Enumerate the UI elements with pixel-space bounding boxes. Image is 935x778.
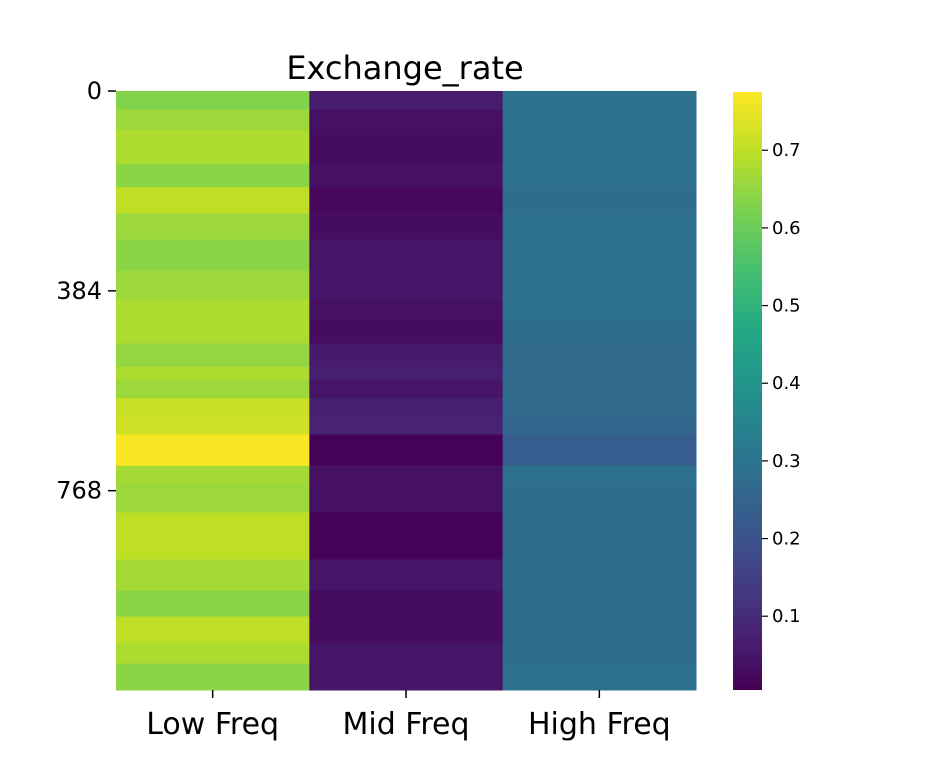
- heatmap-cell: [309, 379, 504, 399]
- colorbar-tick-label: 0.1: [772, 606, 801, 627]
- heatmap-cell: [116, 379, 310, 399]
- heatmap-cell: [502, 590, 697, 618]
- heatmap-cell: [309, 163, 504, 188]
- heatmap-cell: [116, 239, 310, 272]
- heatmap-cell: [309, 299, 504, 321]
- heatmap-cell: [502, 239, 697, 272]
- heatmap-cell: [116, 343, 310, 368]
- heatmap-cell: [502, 299, 697, 321]
- heatmap-cell: [116, 163, 310, 188]
- heatmap-cell: [309, 616, 504, 644]
- heatmap-cell: [309, 416, 504, 435]
- colorbar: [733, 92, 762, 690]
- heatmap-cell: [309, 270, 504, 300]
- heatmap-cell: [309, 398, 504, 417]
- heatmap-cell: [502, 398, 697, 417]
- heatmap-cell: [502, 130, 697, 165]
- x-axis: Low Freq Mid Freq High Freq: [146, 690, 671, 742]
- colorbar-tick-label: 0.2: [772, 529, 801, 550]
- heatmap-cell: [116, 616, 310, 644]
- heatmap-cell: [502, 270, 697, 300]
- heatmap-cell: [309, 559, 504, 592]
- x-tick-label: High Freq: [528, 707, 671, 742]
- chart-title: Exchange_rate: [286, 49, 523, 87]
- heatmap-cell: [116, 299, 310, 321]
- heatmap-cell: [116, 130, 310, 165]
- heatmap-cell: [502, 163, 697, 188]
- heatmap-cell: [309, 512, 504, 560]
- heatmap-cell: [116, 366, 310, 381]
- heatmap-cell: [502, 616, 697, 644]
- heatmap-cell: [309, 663, 504, 691]
- heatmap-cell: [502, 109, 697, 131]
- heatmap-cell: [116, 434, 310, 467]
- heatmap-cell: [116, 483, 310, 514]
- heatmap-cell: [502, 379, 697, 399]
- heatmap-cell: [116, 270, 310, 300]
- heatmap-cell: [309, 590, 504, 618]
- colorbar-tick-label: 0.6: [772, 218, 801, 239]
- heatmap-cell: [502, 416, 697, 435]
- heatmap-cell: [116, 590, 310, 618]
- heatmap-cell: [309, 343, 504, 368]
- heatmap-cell: [309, 465, 504, 485]
- y-tick-label: 768: [56, 477, 102, 505]
- heatmap-cell: [502, 663, 697, 691]
- heatmap-cell: [502, 559, 697, 592]
- heatmap-cell: [116, 109, 310, 131]
- heatmap-cell: [309, 642, 504, 664]
- heatmap-cell: [502, 366, 697, 381]
- colorbar-tick-label: 0.3: [772, 451, 801, 472]
- heatmap-cell: [116, 663, 310, 691]
- x-tick-label: Low Freq: [146, 707, 279, 742]
- heatmap-cell: [309, 366, 504, 381]
- heatmap-cell: [502, 319, 697, 344]
- heatmap-cell: [116, 398, 310, 417]
- colorbar-axis: 0.1 0.2 0.3 0.4 0.5 0.6 0.7: [762, 140, 801, 627]
- y-axis: 0 384 768: [56, 77, 116, 505]
- heatmap-cell: [309, 319, 504, 344]
- heatmap-cell: [502, 213, 697, 240]
- heatmap-cell: [502, 483, 697, 514]
- heatmap-cell: [309, 187, 504, 214]
- heatmap-cell: [502, 343, 697, 368]
- heatmap-cell: [309, 109, 504, 131]
- heatmap-cell: [309, 483, 504, 514]
- heatmap-cell: [502, 434, 697, 467]
- heatmap-cell: [116, 213, 310, 240]
- heatmap-cell: [502, 642, 697, 664]
- heatmap-cell: [116, 465, 310, 485]
- heatmap-cell: [309, 239, 504, 272]
- heatmap-cell: [116, 187, 310, 214]
- heatmap-cell: [116, 559, 310, 592]
- heatmap-cell: [116, 416, 310, 435]
- x-tick-label: Mid Freq: [342, 707, 469, 742]
- heatmap-cell: [309, 130, 504, 165]
- heatmap-cell: [502, 465, 697, 485]
- y-tick-label: 0: [87, 77, 102, 105]
- heatmap-cell: [116, 91, 310, 110]
- heatmap-cell: [116, 512, 310, 560]
- heatmap-cell: [309, 91, 504, 110]
- heatmap-cells: [116, 91, 697, 691]
- heatmap-cell: [116, 319, 310, 344]
- heatmap-cell: [502, 512, 697, 560]
- colorbar-tick-label: 0.4: [772, 373, 801, 394]
- heatmap-cell: [502, 91, 697, 110]
- colorbar-tick-label: 0.7: [772, 140, 801, 161]
- heatmap-cell: [309, 434, 504, 467]
- colorbar-tick-label: 0.5: [772, 296, 801, 317]
- heatmap-cell: [309, 213, 504, 240]
- y-tick-label: 384: [56, 277, 102, 305]
- heatmap-cell: [116, 642, 310, 664]
- heatmap-cell: [502, 187, 697, 214]
